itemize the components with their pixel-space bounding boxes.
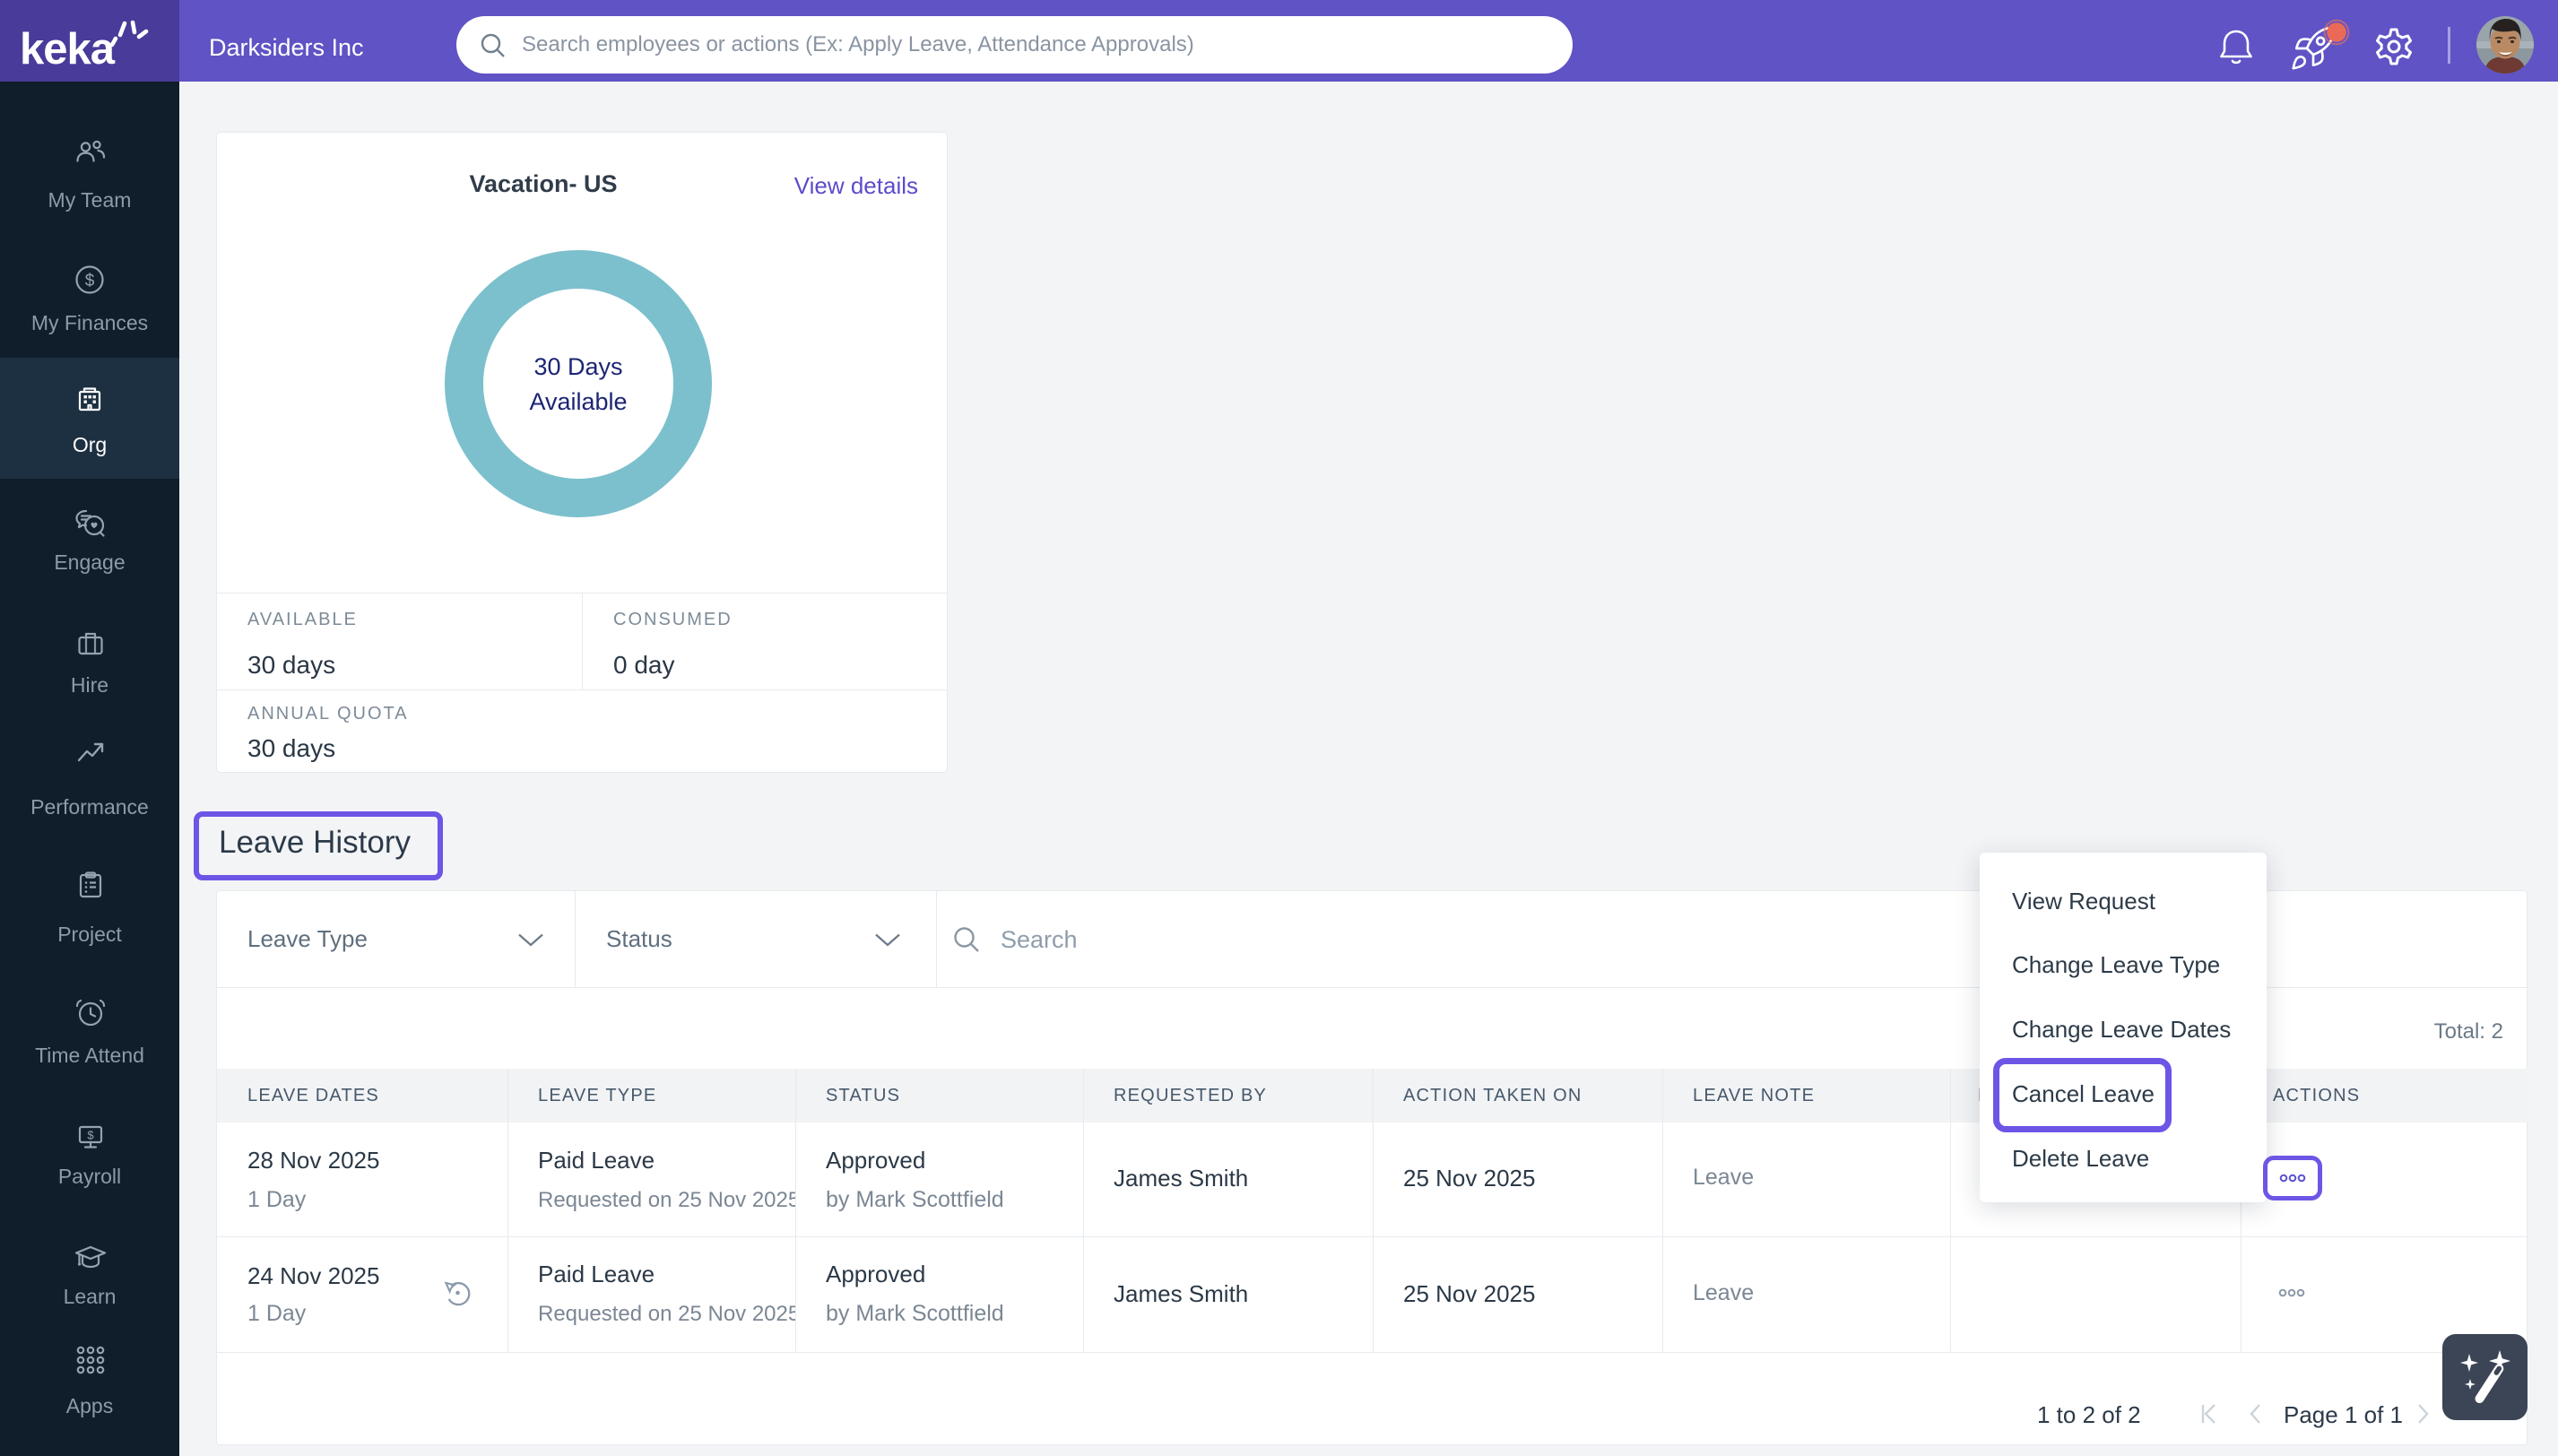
svg-text:$: $ [87,1129,94,1142]
svg-text:$: $ [85,272,95,290]
